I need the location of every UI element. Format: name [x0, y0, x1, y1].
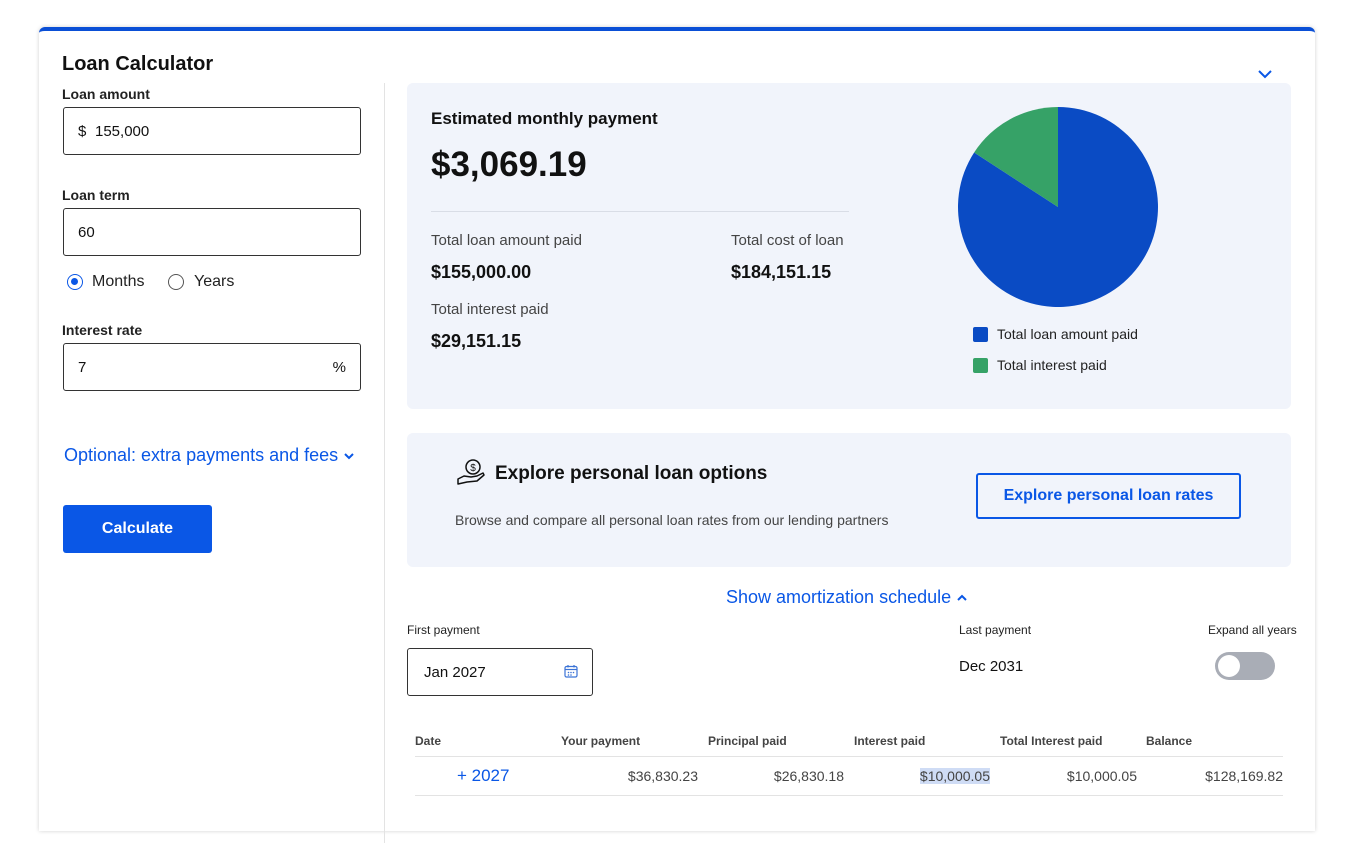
total-loan-value: $155,000.00 [431, 262, 532, 282]
summary-heading: Estimated monthly payment [431, 109, 658, 128]
first-payment-value: Jan 2027 [424, 664, 486, 681]
loan-amount-input[interactable]: $ 155,000 [63, 107, 361, 155]
calculate-button[interactable]: Calculate [63, 505, 212, 553]
column-header-total-interest: Total Interest paid [1000, 734, 1103, 748]
interest-rate-value: 7 [78, 359, 87, 376]
loan-calculator-card: Loan Calculator Loan amount $ 155,000 Lo… [39, 27, 1315, 843]
column-header-balance: Balance [1146, 734, 1193, 748]
loan-term-value: 60 [78, 224, 95, 241]
amortization-toggle-label: Show amortization schedule [726, 587, 952, 607]
expand-years-toggle[interactable] [1215, 652, 1275, 680]
column-divider [384, 83, 385, 843]
cost-breakdown-pie-chart [958, 107, 1158, 307]
chevron-down-icon [344, 453, 354, 460]
loan-term-input[interactable]: 60 [63, 208, 361, 256]
interest-rate-input[interactable]: 7 % [63, 343, 361, 391]
toggle-knob [1218, 655, 1240, 677]
row-interest: $10,000.05 [919, 768, 990, 784]
loan-term-label: Loan term [62, 187, 130, 203]
loan-amount-value: 155,000 [95, 123, 150, 140]
total-cost-value: $184,151.15 [731, 262, 832, 282]
legend-label-interest: Total interest paid [997, 357, 1107, 373]
row-principal: $26,830.18 [773, 768, 844, 784]
monthly-payment-value: $3,069.19 [431, 145, 587, 184]
amortization-toggle-link[interactable]: Show amortization schedule [726, 587, 968, 608]
hand-coin-icon: $ [457, 459, 485, 485]
row-total-interest: $10,000.05 [1066, 768, 1137, 784]
optional-fees-link[interactable]: Optional: extra payments and fees [64, 445, 355, 466]
optional-fees-label: Optional: extra payments and fees [64, 445, 339, 465]
column-header-principal: Principal paid [708, 734, 787, 748]
svg-text:$: $ [470, 463, 476, 474]
currency-symbol: $ [78, 123, 87, 140]
total-interest-value: $29,151.15 [431, 331, 522, 351]
column-header-payment: Your payment [561, 734, 641, 748]
table-header-divider [415, 756, 1283, 757]
legend-swatch-loan [973, 327, 988, 342]
first-payment-label: First payment [407, 623, 480, 637]
pie-slice-interest [974, 107, 1058, 207]
first-payment-input[interactable]: Jan 2027 [407, 648, 593, 696]
legend-swatch-interest [973, 358, 988, 373]
total-interest-label: Total interest paid [431, 301, 549, 318]
total-loan-label: Total loan amount paid [431, 232, 582, 249]
interest-rate-label: Interest rate [62, 322, 143, 338]
years-radio[interactable] [168, 274, 184, 290]
payment-summary-panel: Estimated monthly payment $3,069.19 Tota… [407, 83, 1291, 409]
last-payment-label: Last payment [959, 623, 1032, 637]
loan-amount-label: Loan amount [62, 86, 150, 102]
row-payment: $36,830.23 [627, 768, 698, 784]
explore-rates-button[interactable]: Explore personal loan rates [976, 473, 1241, 519]
explore-loans-panel: $ Explore personal loan options Browse a… [407, 433, 1291, 567]
total-cost-label: Total cost of loan [731, 232, 844, 249]
expand-years-label: Expand all years [1208, 623, 1297, 637]
year-expand-link[interactable]: + 2027 [457, 766, 510, 785]
years-radio-label[interactable]: Years [194, 273, 235, 290]
months-radio-label[interactable]: Months [92, 273, 145, 290]
chevron-up-icon [957, 594, 967, 601]
column-header-date: Date [415, 734, 442, 748]
table-row-divider [415, 795, 1283, 796]
last-payment-value: Dec 2031 [959, 658, 1024, 675]
legend-label-loan: Total loan amount paid [997, 326, 1138, 342]
column-header-interest: Interest paid [854, 734, 926, 748]
months-radio[interactable] [67, 274, 83, 290]
calendar-icon[interactable] [564, 664, 578, 678]
percent-unit: % [332, 359, 346, 376]
explore-title: Explore personal loan options [495, 463, 768, 484]
chevron-down-icon[interactable] [1256, 67, 1274, 81]
row-balance: $128,169.82 [1205, 768, 1283, 784]
summary-divider [431, 211, 849, 212]
page-title: Loan Calculator [62, 53, 214, 75]
explore-subtitle: Browse and compare all personal loan rat… [455, 512, 889, 528]
